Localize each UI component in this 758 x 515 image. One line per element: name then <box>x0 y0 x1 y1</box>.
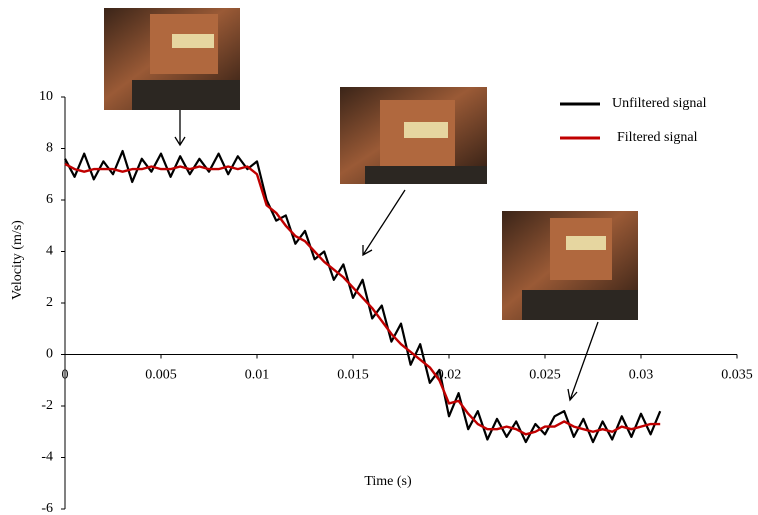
y-tick-label: 4 <box>46 244 53 259</box>
series-line <box>64 162 661 436</box>
x-tick-label: 0.005 <box>145 368 177 383</box>
photo <box>502 211 638 320</box>
x-tick-label: 0.02 <box>437 368 462 383</box>
x-tick-label: 0.015 <box>337 368 369 383</box>
x-tick-label: 0.035 <box>721 368 753 383</box>
y-tick-label: 2 <box>46 295 53 310</box>
arrow <box>174 110 599 402</box>
legend-label: Unfiltered signal <box>612 96 707 111</box>
y-tick-label: -6 <box>41 501 53 515</box>
y-tick-label: 10 <box>39 89 53 104</box>
y-axis-label: Velocity (m/s) <box>10 220 25 300</box>
x-tick-label: 0.01 <box>245 368 270 383</box>
x-axis-label: Time (s) <box>364 474 412 489</box>
y-tick-label: -2 <box>41 398 53 413</box>
legend-label: Filtered signal <box>617 130 698 145</box>
x-tick-label: 0 <box>62 368 69 383</box>
photo <box>340 87 487 184</box>
series-line <box>64 149 662 444</box>
y-tick-label: -4 <box>41 450 53 465</box>
photo <box>104 8 240 110</box>
y-tick-label: 0 <box>46 347 53 362</box>
y-tick-label: 8 <box>46 141 53 156</box>
y-tick-label: 6 <box>46 192 53 207</box>
x-tick-label: 0.025 <box>529 368 561 383</box>
x-tick-label: 0.03 <box>629 368 654 383</box>
